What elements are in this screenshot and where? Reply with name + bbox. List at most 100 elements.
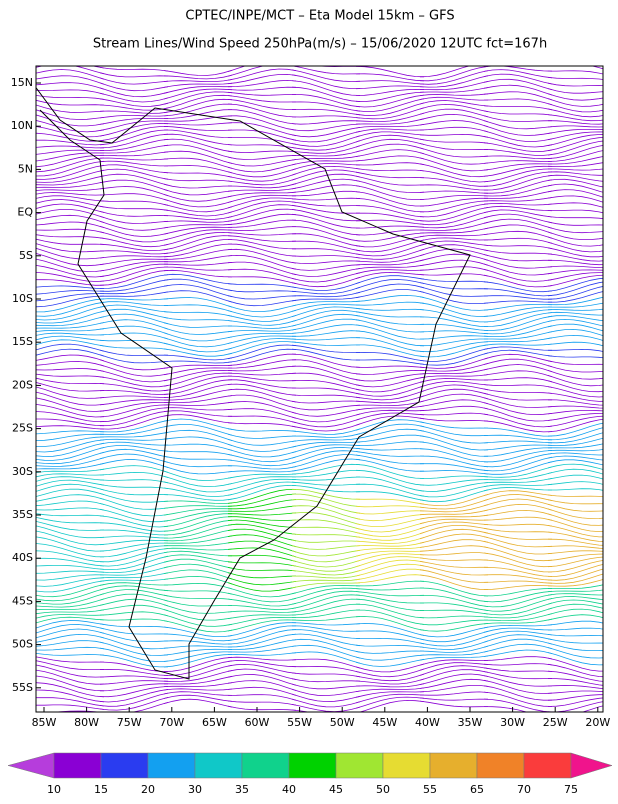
streamline: [291, 400, 361, 404]
colorbar-bin: [429, 752, 478, 779]
streamline: [483, 427, 552, 437]
streamline: [163, 138, 233, 153]
streamline: [291, 281, 361, 291]
streamline: [227, 401, 297, 414]
streamline: [36, 604, 105, 611]
streamline: [483, 320, 553, 335]
streamline: [227, 484, 297, 501]
streamline: [291, 603, 361, 616]
streamline: [227, 408, 297, 419]
streamline: [483, 325, 553, 337]
streamline: [483, 663, 553, 666]
streamline: [99, 304, 169, 313]
streamline: [36, 228, 105, 234]
streamline: [36, 298, 105, 313]
streamline: [99, 686, 169, 698]
streamline: [36, 550, 105, 563]
streamline: [227, 315, 297, 322]
streamline: [164, 266, 233, 271]
lat-label: 20S: [12, 378, 33, 391]
streamline: [36, 624, 105, 634]
streamline: [547, 531, 603, 542]
streamline: [419, 170, 489, 183]
streamline: [483, 607, 553, 619]
streamline: [547, 415, 603, 427]
streamline: [483, 136, 553, 148]
streamline: [547, 291, 603, 303]
streamline: [291, 94, 361, 108]
streamline: [227, 129, 297, 141]
streamline: [99, 542, 168, 552]
streamline: [291, 163, 361, 171]
streamline: [355, 239, 425, 253]
streamline: [99, 636, 169, 650]
streamline: [291, 625, 361, 632]
streamline: [163, 223, 233, 229]
streamline: [163, 122, 233, 126]
streamline: [228, 554, 297, 562]
streamline: [355, 678, 425, 685]
streamline: [355, 380, 425, 393]
streamline: [36, 114, 105, 127]
streamline: [99, 551, 169, 567]
streamline: [419, 393, 489, 403]
streamline: [36, 339, 105, 347]
streamline: [547, 253, 603, 262]
streamline: [99, 488, 169, 496]
streamline: [227, 680, 297, 691]
streamline: [36, 120, 105, 133]
streamline: [228, 276, 297, 284]
streamline: [36, 104, 105, 113]
streamline: [99, 258, 168, 266]
streamline: [163, 348, 233, 357]
streamline: [227, 254, 297, 270]
streamline: [99, 441, 168, 446]
continent-outline: [36, 86, 471, 680]
streamline: [36, 697, 105, 707]
streamline: [99, 359, 169, 371]
streamline: [99, 572, 169, 579]
streamline: [355, 419, 425, 431]
streamline: [99, 301, 169, 306]
streamline: [291, 80, 361, 96]
streamline: [547, 603, 603, 610]
streamline: [547, 427, 603, 441]
streamline: [36, 574, 105, 581]
streamline: [36, 500, 105, 507]
streamline: [99, 383, 169, 392]
streamline: [355, 683, 425, 688]
streamline: [227, 73, 297, 85]
streamline: [227, 183, 297, 189]
streamline: [547, 108, 603, 118]
lon-label: 80W: [74, 716, 99, 729]
streamline: [163, 194, 233, 202]
colorbar-label: 40: [282, 783, 296, 796]
streamline: [547, 596, 603, 601]
streamline: [355, 691, 425, 698]
streamline: [419, 425, 489, 437]
streamline: [227, 219, 297, 228]
streamline: [419, 560, 488, 568]
streamline: [291, 476, 361, 481]
streamline: [36, 513, 105, 517]
streamline: [291, 296, 361, 302]
streamline: [419, 435, 489, 451]
streamline: [227, 694, 297, 701]
streamline: [483, 540, 553, 555]
streamline: [291, 359, 361, 375]
streamline: [227, 332, 297, 338]
streamline: [483, 466, 553, 478]
streamline: [547, 481, 603, 486]
streamline: [99, 313, 169, 325]
streamline: [291, 233, 361, 247]
streamline: [291, 165, 361, 176]
streamline: [227, 163, 297, 173]
streamline: [99, 689, 169, 703]
streamline: [483, 98, 553, 106]
streamline: [483, 461, 553, 475]
streamline: [36, 145, 105, 149]
streamline: [99, 627, 169, 635]
streamline: [292, 248, 361, 255]
streamline: [36, 570, 105, 574]
streamline: [291, 594, 361, 609]
